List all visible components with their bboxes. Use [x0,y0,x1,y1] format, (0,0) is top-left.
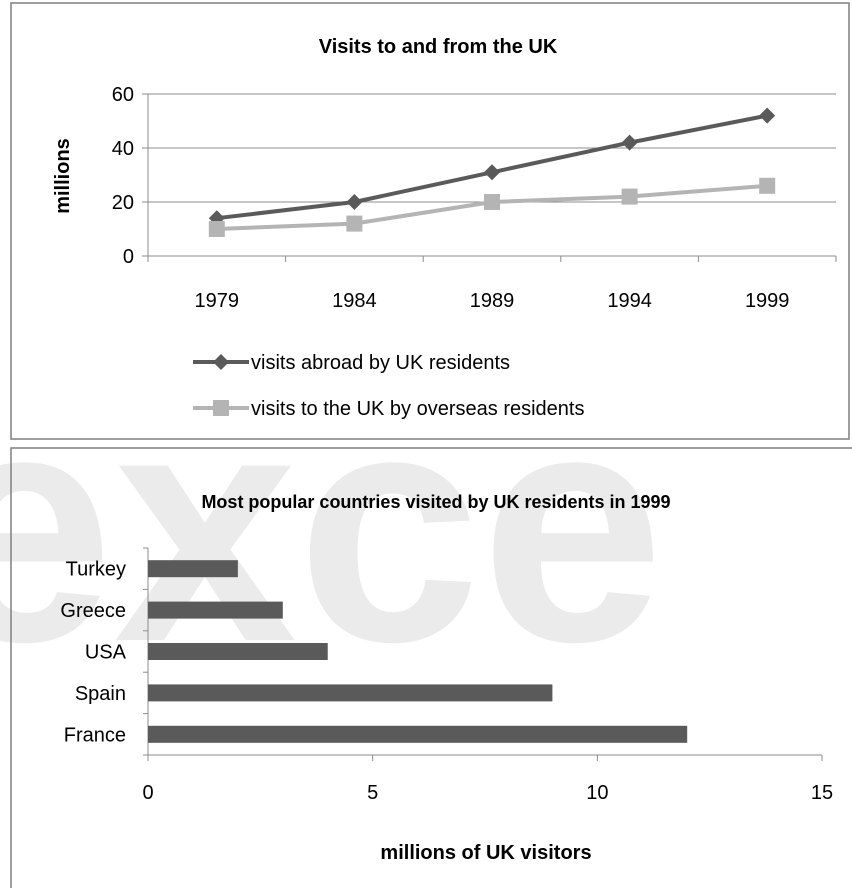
y-tick-labels: 0 20 40 60 [112,84,134,268]
x-tick-label: 0 [142,782,153,804]
data-point [484,194,500,210]
x-axis-label: millions of UK visitors [380,842,591,864]
y-tick-label: 60 [112,84,134,106]
bar [148,643,328,660]
line-chart-title: Visits to and from the UK [319,36,558,58]
legend: visits abroad by UK residents visits to t… [193,352,584,420]
y-axis-label: millions [52,138,74,214]
bar [148,560,238,578]
bar-chart-title: Most popular countries visited by UK res… [201,492,670,512]
x-tick-label: 5 [367,782,378,804]
series-lines [208,107,776,237]
bars [148,560,688,743]
y-tick-label: 20 [112,192,134,214]
category-label: Turkey [66,559,126,581]
x-tick-label: 1984 [332,290,377,312]
x-tick-label: 10 [586,782,608,804]
category-label: Spain [75,683,126,705]
data-point [484,164,500,181]
x-tick-labels: 0 5 10 15 [142,782,833,804]
y-tick-label: 40 [112,138,134,160]
category-labels: Turkey Greece USA Spain France [60,559,126,747]
legend-marker [213,400,229,416]
x-tick-label: 1994 [607,290,652,312]
category-label: Greece [60,600,126,622]
data-point [759,177,776,194]
bar [148,725,688,743]
data-point [346,215,363,232]
watermark-text: exce [0,341,664,710]
bar [148,684,553,702]
data-point [621,134,638,151]
y-tick-label: 0 [123,246,134,268]
x-tick-label: 15 [811,782,833,804]
x-tick-label: 1989 [470,290,515,312]
category-label: France [64,724,126,746]
category-label: USA [85,642,127,664]
x-tick-label: 1999 [745,290,790,312]
axes [147,94,837,262]
x-tick-labels: 1979 1984 1989 1994 1999 [195,290,790,312]
data-point [621,188,638,205]
x-tick-label: 1979 [195,290,240,312]
line-chart-border [10,2,850,440]
data-point [208,221,225,237]
legend-label: visits to the UK by overseas residents [251,398,584,420]
legend-label: visits abroad by UK residents [251,352,510,374]
bar-chart: Most popular countries visited by UK res… [10,447,852,888]
legend-marker [213,354,229,370]
data-point [759,107,776,124]
bar [148,601,283,619]
data-point [346,194,363,210]
line-chart: Visits to and from the UK millions 0 20 40… [10,2,850,440]
bar-chart-border [10,447,852,888]
